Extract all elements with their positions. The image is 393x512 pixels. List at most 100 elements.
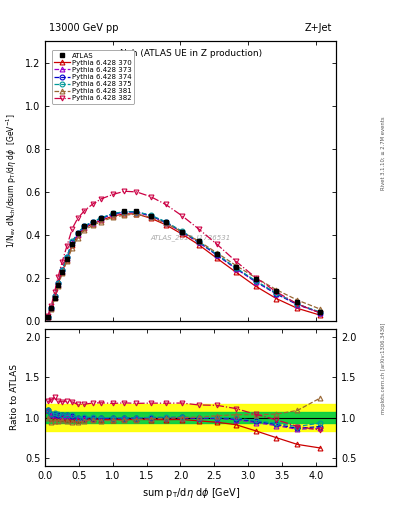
Pythia 6.428 373 — [215, 252, 219, 259]
Pythia 6.428 382 — [134, 189, 139, 195]
Pythia 6.428 382 — [82, 207, 87, 214]
ATLAS — [110, 210, 115, 217]
X-axis label: sum p$_\mathsf{T}$/d$\eta$ d$\phi$ [GeV]: sum p$_\mathsf{T}$/d$\eta$ d$\phi$ [GeV] — [141, 486, 240, 500]
Pythia 6.428 373 — [82, 224, 87, 230]
Pythia 6.428 373 — [318, 310, 323, 316]
Pythia 6.428 381 — [163, 220, 168, 226]
Pythia 6.428 373 — [56, 281, 61, 287]
Pythia 6.428 370 — [148, 215, 153, 221]
ATLAS — [318, 309, 323, 315]
Pythia 6.428 375 — [148, 212, 153, 218]
ATLAS — [180, 229, 184, 235]
Line: ATLAS: ATLAS — [46, 209, 323, 319]
Pythia 6.428 370 — [60, 269, 64, 275]
Pythia 6.428 382 — [253, 274, 258, 281]
Text: Rivet 3.1.10; ≥ 2.7M events: Rivet 3.1.10; ≥ 2.7M events — [381, 117, 386, 190]
Pythia 6.428 375 — [274, 290, 279, 296]
Pythia 6.428 374 — [253, 278, 258, 284]
Pythia 6.428 370 — [122, 211, 127, 217]
Pythia 6.428 381 — [70, 244, 75, 250]
Line: Pythia 6.428 382: Pythia 6.428 382 — [46, 189, 323, 318]
ATLAS — [56, 282, 61, 288]
Pythia 6.428 382 — [90, 201, 95, 207]
Pythia 6.428 373 — [134, 209, 139, 215]
Text: ATLAS_2019_I1736531: ATLAS_2019_I1736531 — [151, 234, 231, 241]
Pythia 6.428 373 — [163, 220, 168, 226]
Pythia 6.428 370 — [56, 282, 61, 288]
Pythia 6.428 373 — [122, 209, 127, 215]
Pythia 6.428 382 — [52, 288, 57, 294]
Pythia 6.428 373 — [64, 254, 69, 261]
ATLAS — [196, 239, 201, 245]
Pythia 6.428 373 — [99, 216, 104, 222]
ATLAS — [46, 314, 50, 320]
Pythia 6.428 381 — [295, 297, 300, 303]
Pythia 6.428 370 — [99, 217, 104, 223]
Pythia 6.428 381 — [274, 287, 279, 293]
Pythia 6.428 370 — [274, 295, 279, 302]
Pythia 6.428 370 — [215, 255, 219, 262]
ATLAS — [75, 230, 80, 236]
Text: 13000 GeV pp: 13000 GeV pp — [49, 23, 119, 33]
Pythia 6.428 382 — [148, 194, 153, 200]
Line: Pythia 6.428 373: Pythia 6.428 373 — [46, 210, 323, 319]
Pythia 6.428 382 — [233, 258, 238, 264]
Pythia 6.428 375 — [196, 239, 201, 245]
ATLAS — [295, 299, 300, 305]
Pythia 6.428 381 — [52, 295, 57, 302]
Pythia 6.428 370 — [233, 269, 238, 275]
Pythia 6.428 373 — [233, 266, 238, 272]
Pythia 6.428 373 — [253, 279, 258, 285]
Pythia 6.428 374 — [75, 230, 80, 237]
ATLAS — [52, 294, 57, 301]
Pythia 6.428 375 — [318, 309, 323, 315]
ATLAS — [163, 219, 168, 225]
Pythia 6.428 375 — [215, 251, 219, 258]
Pythia 6.428 374 — [163, 219, 168, 225]
Pythia 6.428 374 — [233, 265, 238, 271]
Pythia 6.428 374 — [215, 252, 219, 258]
ATLAS — [274, 288, 279, 294]
ATLAS — [49, 305, 53, 311]
Pythia 6.428 373 — [295, 302, 300, 308]
Pythia 6.428 370 — [253, 283, 258, 289]
Pythia 6.428 381 — [148, 215, 153, 221]
ATLAS — [70, 241, 75, 247]
Pythia 6.428 381 — [46, 314, 50, 320]
Pythia 6.428 374 — [99, 215, 104, 221]
Pythia 6.428 375 — [163, 219, 168, 225]
Pythia 6.428 374 — [318, 310, 323, 316]
Pythia 6.428 381 — [64, 258, 69, 264]
Pythia 6.428 382 — [56, 274, 61, 280]
Pythia 6.428 381 — [49, 306, 53, 312]
Pythia 6.428 382 — [60, 259, 64, 265]
Line: Pythia 6.428 370: Pythia 6.428 370 — [46, 211, 323, 319]
Pythia 6.428 375 — [180, 228, 184, 234]
Pythia 6.428 382 — [215, 241, 219, 247]
Pythia 6.428 382 — [295, 301, 300, 307]
Pythia 6.428 374 — [70, 239, 75, 245]
Pythia 6.428 381 — [233, 262, 238, 268]
Pythia 6.428 375 — [90, 219, 95, 225]
Pythia 6.428 375 — [82, 223, 87, 229]
Pythia 6.428 373 — [274, 291, 279, 297]
Y-axis label: 1/N$_{\mathsf{ev}}$ dN$_{\mathsf{ch}}$/dsum p$_\mathsf{T}$/d$\eta$ d$\phi$  [GeV: 1/N$_{\mathsf{ev}}$ dN$_{\mathsf{ch}}$/d… — [5, 114, 19, 248]
Y-axis label: Ratio to ATLAS: Ratio to ATLAS — [10, 365, 19, 431]
Pythia 6.428 370 — [75, 232, 80, 238]
Pythia 6.428 381 — [56, 283, 61, 289]
Pythia 6.428 370 — [110, 213, 115, 219]
ATLAS — [60, 269, 64, 275]
Pythia 6.428 373 — [75, 230, 80, 237]
Pythia 6.428 381 — [180, 229, 184, 235]
Pythia 6.428 382 — [318, 310, 323, 316]
Text: mcplots.cern.ch [arXiv:1306.3436]: mcplots.cern.ch [arXiv:1306.3436] — [381, 323, 386, 414]
Line: Pythia 6.428 375: Pythia 6.428 375 — [46, 209, 323, 319]
Pythia 6.428 382 — [70, 225, 75, 231]
Pythia 6.428 381 — [75, 235, 80, 241]
Pythia 6.428 370 — [134, 211, 139, 217]
Pythia 6.428 374 — [134, 209, 139, 215]
Pythia 6.428 382 — [163, 201, 168, 207]
Text: Z+Jet: Z+Jet — [305, 23, 332, 33]
Pythia 6.428 374 — [196, 239, 201, 245]
Pythia 6.428 370 — [318, 312, 323, 318]
